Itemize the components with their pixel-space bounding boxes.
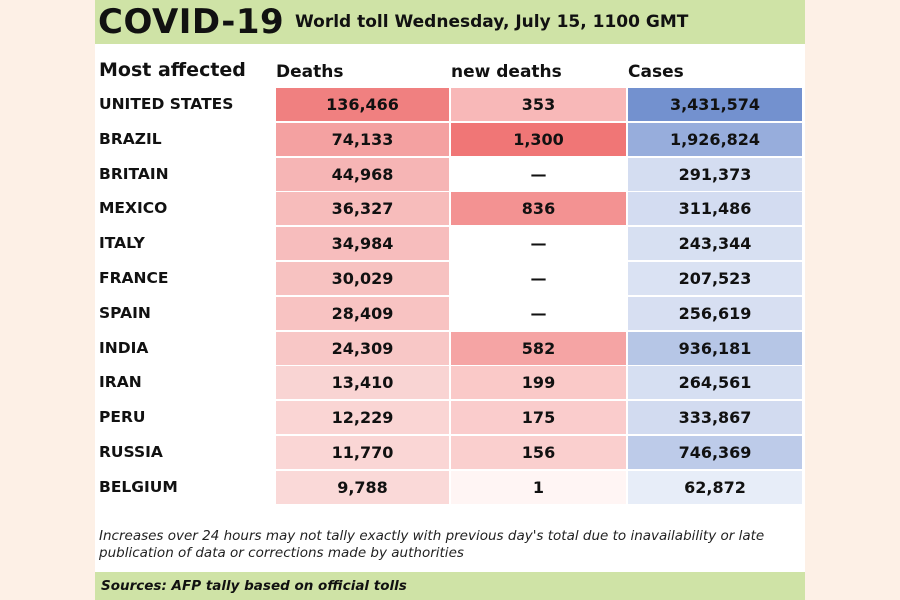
cases-cell: 264,561: [628, 366, 802, 400]
table-row: PERU 12,229 175 333,867: [0, 401, 900, 436]
column-header-cases: Cases: [628, 62, 684, 82]
new-deaths-cell: 353: [451, 88, 626, 121]
cases-cell: 1,926,824: [628, 122, 802, 156]
country-cell: MEXICO: [99, 199, 168, 218]
new-deaths-cell: 836: [451, 192, 626, 226]
deaths-cell: 12,229: [276, 401, 449, 435]
header-bar: [95, 0, 805, 44]
country-cell: SPAIN: [99, 303, 151, 322]
footer-bar: [95, 572, 805, 600]
deaths-cell: 30,029: [276, 262, 449, 295]
country-cell: ITALY: [99, 234, 145, 253]
page-title: COVID-19: [98, 2, 285, 42]
new-deaths-cell: 175: [451, 401, 626, 435]
cases-cell: 62,872: [628, 470, 802, 504]
cases-cell: 291,373: [628, 157, 802, 191]
cases-cell: 746,369: [628, 436, 802, 469]
cases-cell: 333,867: [628, 401, 802, 435]
cases-cell: 311,486: [628, 192, 802, 226]
table-row: SPAIN 28,409—256,619: [0, 296, 900, 332]
new-deaths-cell: 199: [451, 366, 626, 400]
deaths-cell: 44,968: [276, 157, 449, 191]
country-cell: INDIA: [99, 338, 149, 357]
new-deaths-cell: —: [451, 227, 626, 261]
page-subtitle: World toll Wednesday, July 15, 1100 GMT: [295, 12, 689, 32]
table-row: MEXICO 36,327 836 311,486: [0, 192, 900, 227]
country-cell: IRAN: [99, 373, 142, 392]
deaths-cell: 13,410: [276, 366, 449, 400]
column-header-deaths: Deaths: [276, 62, 344, 82]
new-deaths-cell: —: [451, 157, 626, 191]
deaths-cell: 24,309: [276, 331, 449, 365]
cases-cell: 207,523: [628, 262, 802, 295]
country-cell: BRAZIL: [99, 129, 162, 148]
table-row: INDIA 24,309 582 936,181: [0, 331, 900, 367]
country-cell: RUSSIA: [99, 443, 163, 461]
table-row: BELGIUM 9,788 1 62,872: [0, 470, 900, 506]
cases-cell: 3,431,574: [628, 88, 802, 121]
country-cell: BELGIUM: [99, 477, 178, 496]
cases-cell: 256,619: [628, 296, 802, 330]
country-cell: PERU: [99, 408, 146, 427]
deaths-cell: 74,133: [276, 122, 449, 156]
table-row: BRAZIL 74,133 1,300 1,926,824: [0, 122, 900, 158]
deaths-cell: 11,770: [276, 436, 449, 469]
table-row: RUSSIA 11,770 156 746,369: [0, 436, 900, 471]
deaths-cell: 28,409: [276, 296, 449, 330]
country-cell: UNITED STATES: [99, 95, 234, 113]
source-note: Sources: AFP tally based on official tol…: [101, 578, 407, 594]
new-deaths-cell: 582: [451, 331, 626, 365]
country-cell: BRITAIN: [99, 164, 169, 183]
column-header-country: Most affected: [99, 59, 246, 81]
footnote: Increases over 24 hours may not tally ex…: [99, 528, 765, 561]
new-deaths-cell: 156: [451, 436, 626, 469]
country-cell: FRANCE: [99, 269, 169, 287]
table-row: FRANCE 30,029—207,523: [0, 262, 900, 297]
table-row: IRAN 13,410 199 264,561: [0, 366, 900, 401]
deaths-cell: 9,788: [276, 470, 449, 504]
cases-cell: 243,344: [628, 227, 802, 261]
cases-cell: 936,181: [628, 331, 802, 365]
table-row: BRITAIN 44,968—291,373: [0, 157, 900, 193]
column-header-new-deaths: new deaths: [451, 62, 562, 82]
deaths-cell: 34,984: [276, 227, 449, 261]
table-row: ITALY 34,984—243,344: [0, 227, 900, 262]
new-deaths-cell: 1,300: [451, 122, 626, 156]
deaths-cell: 136,466: [276, 88, 449, 121]
deaths-cell: 36,327: [276, 192, 449, 226]
new-deaths-cell: 1: [451, 470, 626, 504]
new-deaths-cell: —: [451, 296, 626, 330]
new-deaths-cell: —: [451, 262, 626, 295]
table-row: UNITED STATES 136,466 353 3,431,574: [0, 88, 900, 123]
